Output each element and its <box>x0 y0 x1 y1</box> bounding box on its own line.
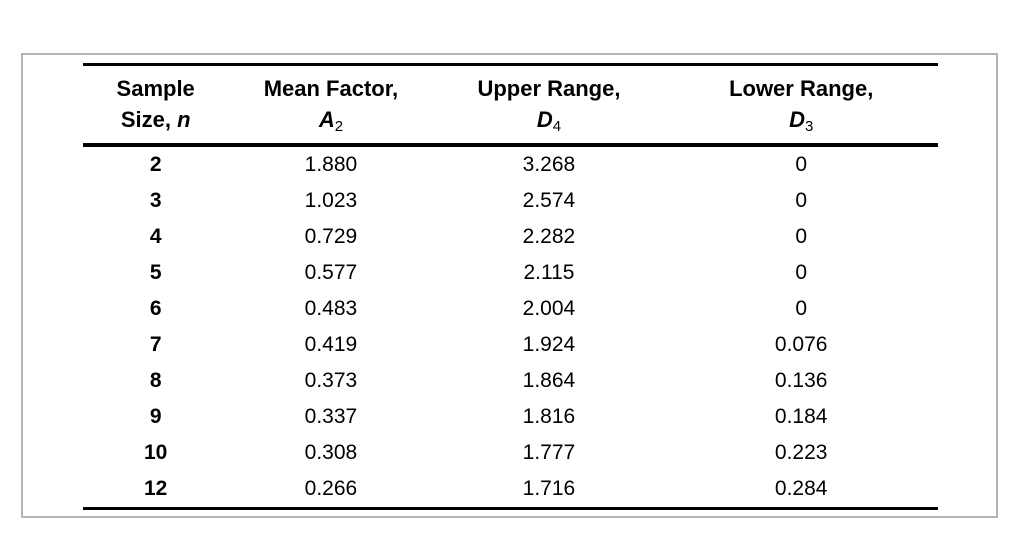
cell-lower-range: 0 <box>795 225 808 248</box>
table-row: 8 0.373 1.864 0.136 <box>83 363 938 399</box>
cell-mean-factor: 0.729 <box>304 225 358 248</box>
table-row: 2 1.880 3.268 0 <box>83 145 938 183</box>
cell-lower-range: 0.076 <box>774 333 828 356</box>
variable-d3-subscript: 3 <box>804 118 814 135</box>
cell-sample-size: 6 <box>149 297 162 320</box>
cell-sample-size: 12 <box>143 477 168 500</box>
cell-upper-range: 1.777 <box>522 441 576 464</box>
cell-lower-range: 0 <box>795 261 808 284</box>
col-header-mean-factor: Mean Factor, A2 <box>228 65 433 146</box>
cell-mean-factor: 1.880 <box>304 153 358 176</box>
header-row: Sample Size, n Mean Factor, A2 Upper Ran… <box>83 65 938 146</box>
table-row: 7 0.419 1.924 0.076 <box>83 327 938 363</box>
cell-upper-range: 1.924 <box>522 333 576 356</box>
variable-d4-subscript: 4 <box>552 118 562 135</box>
cell-mean-factor: 0.308 <box>304 441 358 464</box>
table-row: 4 0.729 2.282 0 <box>83 219 938 255</box>
cell-sample-size: 4 <box>149 225 162 248</box>
table-row: 3 1.023 2.574 0 <box>83 183 938 219</box>
header-sample-size-line2: Size, n <box>83 104 228 135</box>
header-upper-range-line2: D4 <box>434 104 665 138</box>
table-row: 9 0.337 1.816 0.184 <box>83 399 938 435</box>
cell-sample-size: 2 <box>149 153 162 176</box>
cell-mean-factor: 0.483 <box>304 297 358 320</box>
cell-mean-factor: 1.023 <box>304 189 358 212</box>
cell-upper-range: 1.716 <box>522 477 576 500</box>
table-row: 6 0.483 2.004 0 <box>83 291 938 327</box>
table-row: 5 0.577 2.115 0 <box>83 255 938 291</box>
cell-sample-size: 10 <box>143 441 168 464</box>
col-header-upper-range: Upper Range, D4 <box>434 65 665 146</box>
table-row: 10 0.308 1.777 0.223 <box>83 435 938 471</box>
cell-lower-range: 0.184 <box>774 405 828 428</box>
cell-sample-size: 8 <box>149 369 162 392</box>
header-mean-factor-line1: Mean Factor, <box>263 76 399 101</box>
variable-d3: D <box>789 107 805 132</box>
cell-lower-range: 0.284 <box>774 477 828 500</box>
cell-mean-factor: 0.577 <box>304 261 358 284</box>
header-sample-size-line1: Sample <box>116 76 195 101</box>
cell-mean-factor: 0.266 <box>304 477 358 500</box>
col-header-lower-range: Lower Range, D3 <box>664 65 938 146</box>
cell-upper-range: 2.282 <box>522 225 576 248</box>
cell-lower-range: 0.136 <box>774 369 828 392</box>
header-upper-range-line1: Upper Range, <box>477 76 621 101</box>
header-size-label: Size, <box>120 107 171 132</box>
variable-a: A <box>318 107 335 132</box>
col-header-sample-size: Sample Size, n <box>83 65 228 146</box>
cell-lower-range: 0.223 <box>774 441 828 464</box>
table-row: 12 0.266 1.716 0.284 <box>83 471 938 509</box>
cell-upper-range: 2.574 <box>522 189 576 212</box>
cell-lower-range: 0 <box>795 297 808 320</box>
cell-mean-factor: 0.419 <box>304 333 358 356</box>
variable-a-subscript: 2 <box>334 118 344 135</box>
control-chart-factors-table: Sample Size, n Mean Factor, A2 Upper Ran… <box>83 63 938 510</box>
cell-upper-range: 3.268 <box>522 153 576 176</box>
header-mean-factor-line2: A2 <box>228 104 433 138</box>
header-lower-range-line2: D3 <box>664 104 938 138</box>
cell-upper-range: 2.115 <box>523 261 575 284</box>
cell-upper-range: 1.816 <box>522 405 576 428</box>
cell-sample-size: 9 <box>149 405 162 428</box>
variable-d4: D <box>536 107 553 132</box>
cell-sample-size: 7 <box>149 333 162 356</box>
cell-sample-size: 5 <box>149 261 162 284</box>
cell-lower-range: 0 <box>795 153 808 176</box>
cell-upper-range: 1.864 <box>522 369 576 392</box>
cell-upper-range: 2.004 <box>522 297 576 320</box>
cell-sample-size: 3 <box>149 189 162 212</box>
table-frame: Sample Size, n Mean Factor, A2 Upper Ran… <box>21 53 998 518</box>
header-lower-range-line1: Lower Range, <box>729 76 874 101</box>
cell-lower-range: 0 <box>795 189 808 212</box>
variable-n: n <box>177 107 191 132</box>
cell-mean-factor: 0.337 <box>304 405 358 428</box>
cell-mean-factor: 0.373 <box>304 369 358 392</box>
